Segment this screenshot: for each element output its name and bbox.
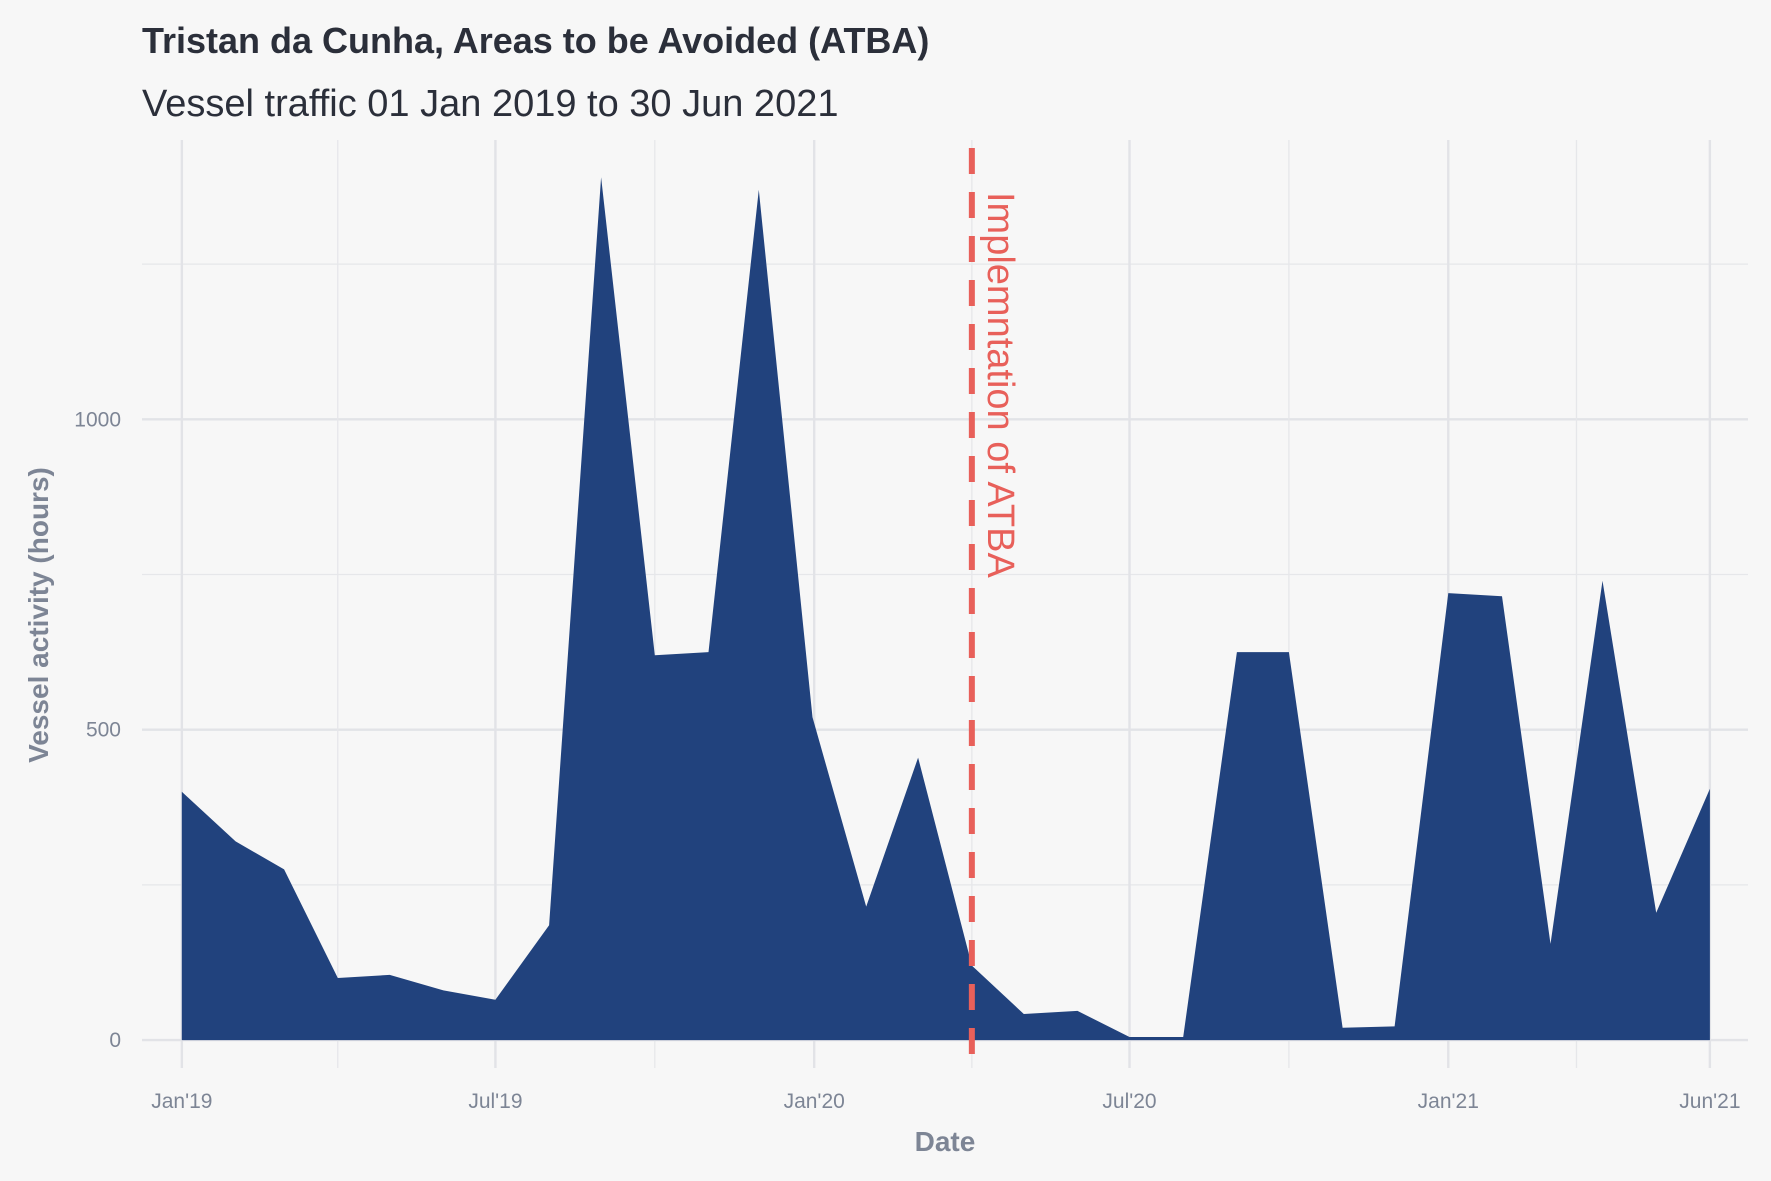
x-tick-label: Jun'21 xyxy=(1679,1090,1740,1113)
x-tick-label: Jul'20 xyxy=(1102,1090,1156,1113)
x-tick-label: Jan'21 xyxy=(1418,1090,1479,1113)
area-layer xyxy=(181,177,1710,1041)
annotation-layer: Implemntation of ATBA xyxy=(968,148,1021,1058)
x-tick-label: Jan'19 xyxy=(151,1090,212,1113)
y-tick-label: 500 xyxy=(86,719,121,742)
y-tick-label: 1000 xyxy=(74,408,121,431)
x-axis-title: Date xyxy=(915,1126,976,1157)
chart-subtitle: Vessel traffic 01 Jan 2019 to 30 Jun 202… xyxy=(142,83,838,125)
y-axis-ticks: 0 500 1000 xyxy=(74,408,121,1052)
area-series xyxy=(181,177,1710,1041)
atba-implementation-label: Implemntation of ATBA xyxy=(979,192,1021,578)
y-axis-title: Vessel activity (hours) xyxy=(23,467,54,763)
chart-title: Tristan da Cunha, Areas to be Avoided (A… xyxy=(142,20,929,61)
x-tick-label: Jan'20 xyxy=(784,1090,845,1113)
y-tick-label: 0 xyxy=(109,1029,121,1052)
x-axis-ticks: Jan'19 Jul'19 Jan'20 Jul'20 Jan'21 Jun'21 xyxy=(151,1090,1740,1113)
x-tick-label: Jul'19 xyxy=(468,1090,522,1113)
